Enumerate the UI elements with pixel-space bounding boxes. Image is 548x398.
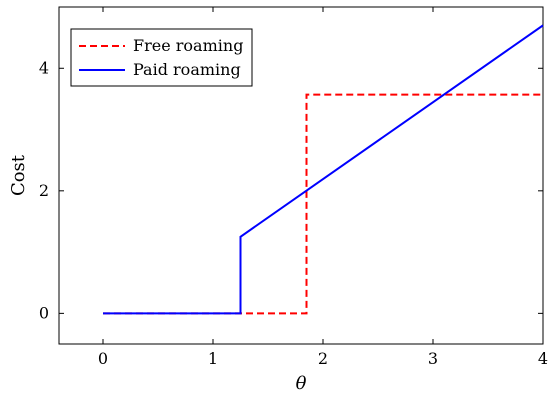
x-tick-label: 1 xyxy=(208,349,218,368)
series-layer xyxy=(103,24,544,315)
legend: Free roaming Paid roaming xyxy=(70,28,253,87)
legend-box xyxy=(70,28,253,87)
y-tick-label: 4 xyxy=(39,58,49,77)
x-tick-label: 3 xyxy=(428,349,438,368)
y-ticks: 0 2 4 xyxy=(39,58,543,322)
x-axis-label: θ xyxy=(296,373,307,394)
x-tick-label: 2 xyxy=(318,349,328,368)
x-tick-label: 4 xyxy=(538,349,548,368)
legend-label-free-roaming: Free roaming xyxy=(133,36,243,55)
y-tick-label: 0 xyxy=(39,303,49,322)
y-tick-label: 2 xyxy=(39,181,49,200)
legend-label-paid-roaming: Paid roaming xyxy=(133,60,241,79)
series-line-paid-roaming xyxy=(103,24,544,315)
y-axis-label: Cost xyxy=(8,154,29,196)
x-tick-label: 0 xyxy=(98,349,108,368)
plot-frame xyxy=(58,6,544,345)
x-ticks: 0 1 2 3 4 xyxy=(98,7,548,368)
series-line-free-roaming xyxy=(103,93,543,315)
